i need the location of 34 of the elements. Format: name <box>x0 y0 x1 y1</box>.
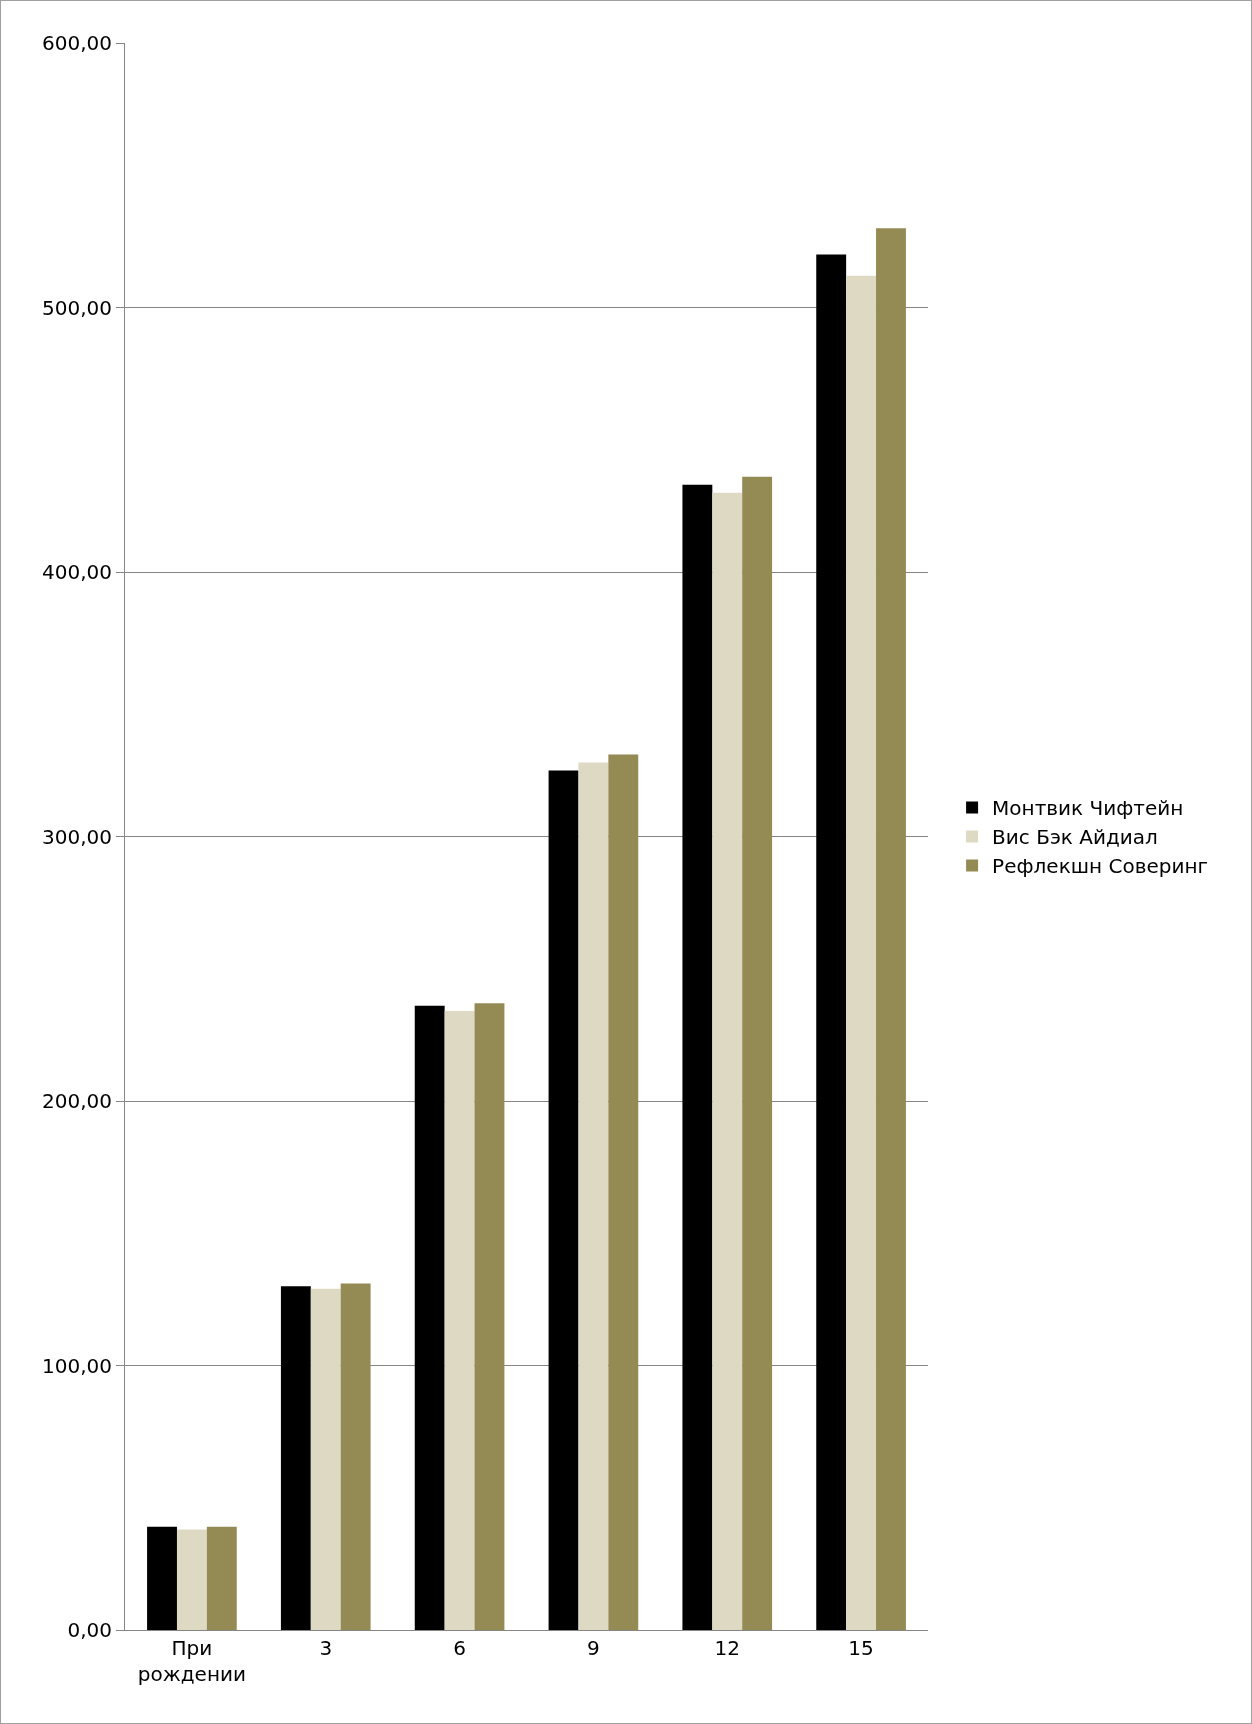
y-tick-label: 0,00 <box>67 1618 112 1642</box>
y-tick-label: 300,00 <box>42 824 112 849</box>
bar <box>608 754 639 1630</box>
bar <box>310 1288 341 1630</box>
bar <box>206 1526 237 1630</box>
bar <box>474 1003 505 1630</box>
bar <box>444 1011 475 1630</box>
y-tick-label: 500,00 <box>42 295 112 320</box>
bar <box>176 1529 207 1630</box>
bar <box>578 762 609 1630</box>
bar <box>147 1526 177 1630</box>
y-tick-label: 400,00 <box>42 560 112 584</box>
x-tick-label: 15 <box>848 1636 874 1660</box>
x-tick-label: 6 <box>453 1636 466 1660</box>
bar <box>414 1005 445 1630</box>
bar <box>548 770 579 1630</box>
x-tick-label: 3 <box>319 1636 333 1660</box>
legend-label: Вис Бэк Айдиал <box>992 825 1158 850</box>
bar <box>876 228 906 1630</box>
bar <box>340 1283 371 1630</box>
legend-label: Монтвик Чифтейн <box>992 796 1184 821</box>
bar <box>712 492 743 1630</box>
y-tick-label: 600,00 <box>42 31 112 55</box>
x-tick-label: При рождении <box>137 1636 246 1686</box>
bar <box>682 484 713 1630</box>
bar <box>816 254 847 1630</box>
legend-label: Рефлекшн Соверинг <box>992 854 1209 879</box>
bar <box>742 476 773 1630</box>
x-tick-label: 9 <box>587 1636 600 1660</box>
x-tick-label: 12 <box>714 1636 740 1660</box>
y-tick-label: 100,00 <box>42 1353 112 1378</box>
bar <box>280 1286 311 1630</box>
y-tick-label: 200,00 <box>42 1089 112 1113</box>
bar <box>846 275 877 1630</box>
